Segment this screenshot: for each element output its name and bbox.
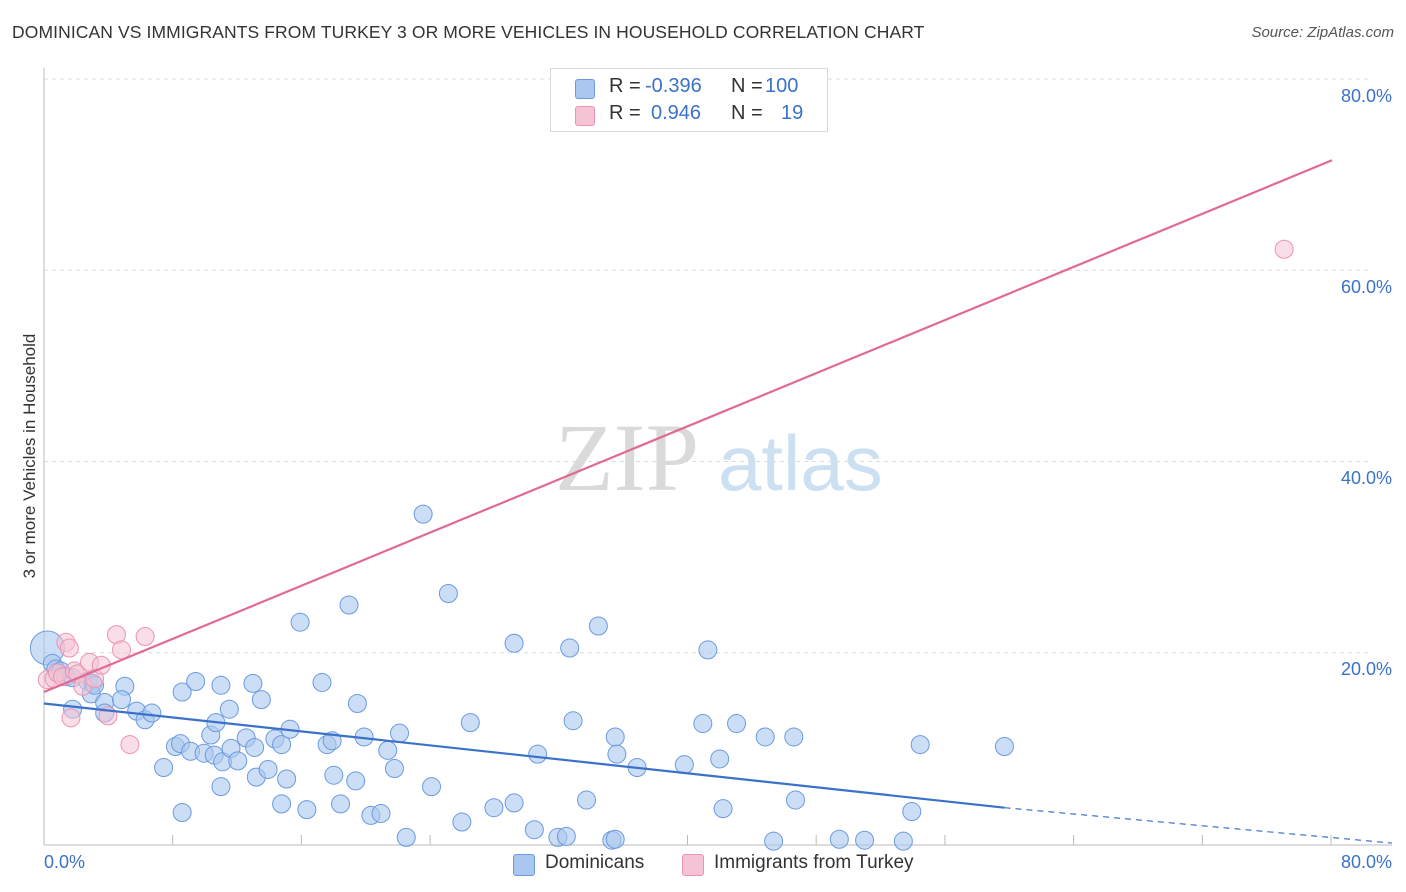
r-label: R = (609, 102, 641, 124)
y-tick-label: 60.0% (1340, 277, 1392, 297)
y-tick-label: 80.0% (1340, 86, 1392, 106)
dominican-point (211, 675, 231, 695)
dominican-point (605, 829, 625, 849)
y-tick-label: 40.0% (1340, 468, 1392, 488)
blue-swatch (575, 79, 595, 99)
dominican-point (112, 690, 132, 710)
dominican-point (331, 794, 351, 814)
turkey-point (120, 735, 140, 755)
dominican-point (272, 794, 292, 814)
blue-swatch (513, 854, 535, 876)
dominican-point (384, 759, 404, 778)
dominican-point (524, 820, 544, 840)
dominican-point (324, 765, 344, 785)
pink-swatch (575, 106, 595, 126)
watermark-zip: ZIP (555, 404, 699, 511)
y-axis-title: 3 or more Vehicles in Household (20, 333, 39, 579)
dominican-point (422, 777, 442, 797)
dominican-point (829, 829, 849, 849)
n-label: N = (731, 102, 763, 124)
dominican-point (339, 595, 359, 615)
dominican-point (484, 798, 504, 818)
dominican-point (755, 727, 775, 747)
dominican-point (528, 744, 548, 764)
dominican-point (154, 758, 174, 778)
dominican-point (243, 673, 263, 693)
dominican-point (413, 504, 433, 524)
dominican-point (297, 800, 317, 820)
dominican-point (607, 744, 627, 764)
dominican-point (727, 714, 747, 734)
dominican-point (378, 740, 398, 760)
dominican-point (277, 769, 297, 789)
dominican-point (172, 802, 192, 822)
source-label: Source: ZipAtlas.com (1251, 24, 1394, 41)
dominican-point (272, 735, 292, 755)
r-value: -0.396 (645, 75, 702, 97)
dominican-point (346, 771, 366, 791)
dominican-point (245, 737, 265, 757)
watermark-atlas: atlas (718, 419, 883, 507)
r-value: 0.946 (651, 102, 702, 124)
x-tick-label: 0.0% (44, 852, 86, 872)
dominican-point (563, 711, 583, 731)
pink-swatch (682, 854, 704, 876)
y-tick-label: 20.0% (1340, 659, 1392, 679)
turkey-point (61, 708, 81, 728)
dominican-point (312, 672, 332, 692)
dominican-point (219, 699, 239, 719)
dominican-point (396, 827, 416, 847)
n-value: 100 (765, 75, 799, 97)
dominican-point (438, 584, 458, 604)
dominican-point (710, 749, 730, 769)
dominican-point (390, 723, 410, 743)
dominican-point (605, 727, 625, 747)
dominican-point (693, 714, 713, 734)
dominican-point (371, 803, 391, 823)
x-tick-label: 80.0% (1340, 852, 1392, 872)
n-value: 19 (781, 102, 804, 124)
turkey-point (135, 627, 155, 647)
turkey-trendline (43, 159, 1333, 694)
turkey-point (1274, 239, 1294, 259)
dominican-point (142, 703, 162, 723)
dominican-trendline-extension (1004, 807, 1393, 844)
dominican-point (698, 640, 718, 660)
n-label: N = (731, 75, 763, 97)
r-label: R = (609, 75, 641, 97)
legend-label: Dominicans (545, 852, 645, 873)
dominican-point (211, 777, 231, 797)
dominican-point (504, 793, 524, 813)
dominican-point (910, 735, 930, 755)
dominican-point (902, 802, 922, 822)
dominican-point (504, 633, 524, 653)
dominican-point (452, 812, 472, 832)
dominican-point (713, 799, 733, 819)
dominican-point (577, 790, 597, 810)
dominican-point (786, 790, 806, 810)
dominican-point (228, 751, 248, 771)
dominican-point (588, 616, 608, 636)
dominican-point (994, 737, 1014, 757)
dominican-point (560, 638, 580, 658)
dominican-point (186, 671, 206, 691)
dominican-point (290, 612, 310, 632)
dominican-point (251, 690, 271, 710)
turkey-point (59, 638, 79, 658)
dominican-point (893, 831, 913, 851)
chart-title: DOMINICAN VS IMMIGRANTS FROM TURKEY 3 OR… (12, 22, 925, 42)
dominican-point (172, 682, 192, 702)
correlation-legend: R = -0.396 N = 100 R = 0.946 N = 19 (550, 68, 828, 132)
legend-label: Immigrants from Turkey (714, 852, 914, 873)
dominican-point (258, 759, 278, 779)
dominican-trendline (43, 702, 1005, 809)
dominican-point (460, 713, 480, 733)
dominican-point (347, 693, 367, 713)
dominican-point (784, 727, 804, 747)
dominican-point (764, 831, 784, 851)
dominican-point (855, 830, 875, 850)
dominican-point (556, 826, 576, 846)
dominican-point (674, 755, 694, 775)
